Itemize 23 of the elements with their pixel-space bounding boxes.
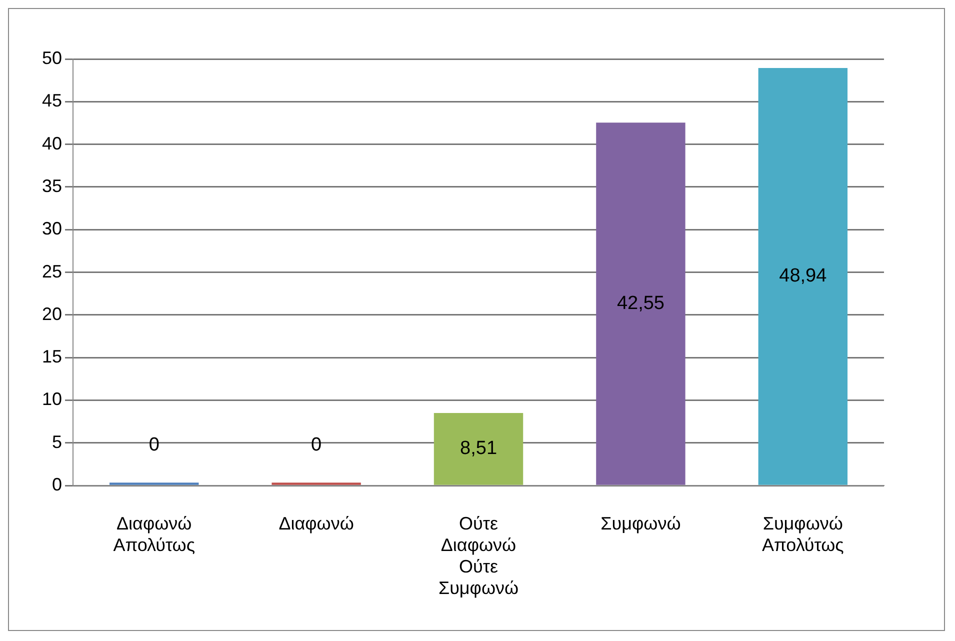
- y-tick-label: 40: [42, 133, 62, 154]
- y-tick-label: 5: [52, 432, 62, 452]
- y-tick-label: 30: [42, 218, 62, 239]
- data-label: 0: [148, 434, 160, 456]
- x-tick-label: Συμφωνώ Απολύτως: [762, 513, 844, 555]
- x-tick-label: Συμφωνώ: [600, 513, 681, 534]
- y-tick-label: 50: [42, 48, 62, 68]
- data-label: 42,55: [616, 292, 664, 314]
- data-label: 48,94: [779, 266, 828, 287]
- y-tick-label: 25: [42, 261, 62, 282]
- x-tick-label: Ούτε Διαφωνώ Ούτε Συμφωνώ: [438, 513, 519, 598]
- y-tick-label: 15: [42, 346, 62, 367]
- data-label: 8,51: [460, 438, 498, 460]
- y-tick-label: 0: [52, 474, 62, 495]
- x-tick-label: Διαφωνώ: [278, 513, 354, 534]
- bar: [758, 68, 848, 485]
- data-label: 0: [311, 434, 322, 456]
- y-tick-label: 10: [42, 389, 62, 410]
- y-tick-label: 45: [42, 90, 62, 111]
- y-tick-label: 20: [42, 304, 62, 324]
- y-tick-label: 35: [42, 176, 62, 196]
- bar: [596, 122, 686, 485]
- x-tick-label: Διαφωνώ Απολύτως: [113, 513, 196, 555]
